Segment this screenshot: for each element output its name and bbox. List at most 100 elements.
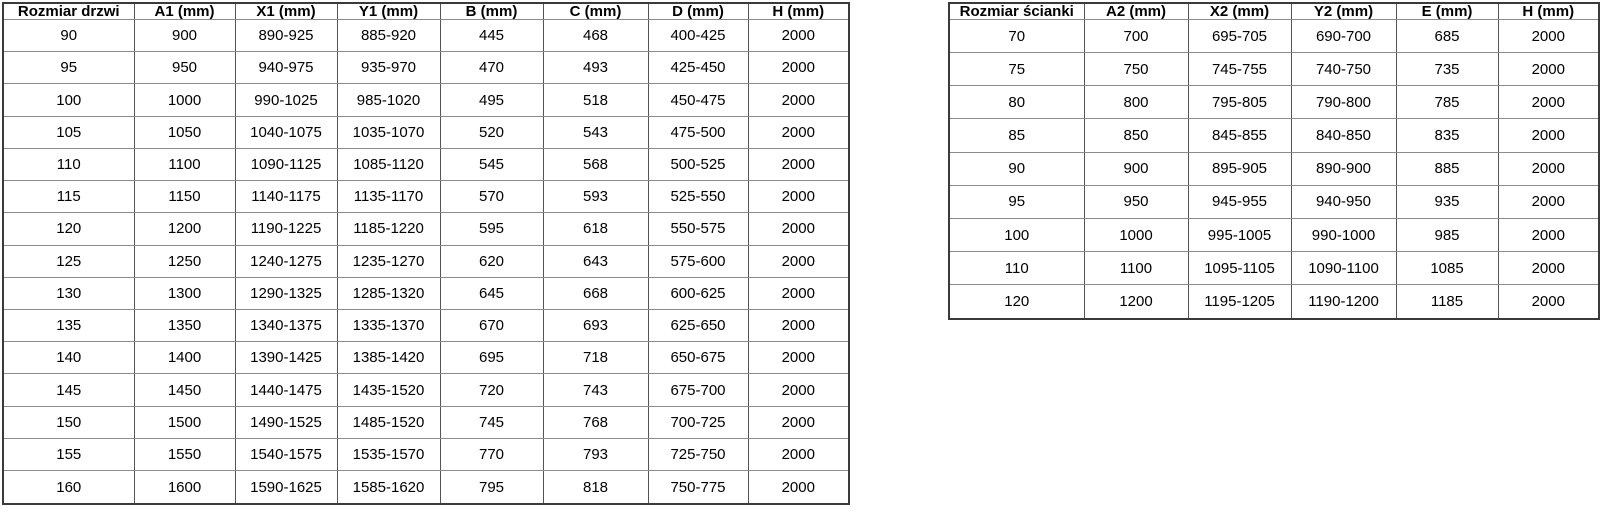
- table-cell: 685: [1395, 18, 1499, 54]
- header-cell: A2 (mm): [1083, 2, 1189, 20]
- table-cell: 95: [2, 51, 135, 85]
- header-cell: X2 (mm): [1187, 2, 1292, 20]
- header-cell: Y2 (mm): [1290, 2, 1397, 20]
- table-cell: 600-625: [647, 276, 749, 310]
- table-cell: 568: [542, 147, 649, 182]
- table-cell: 500-525: [647, 147, 749, 182]
- table-cell: 545: [439, 147, 544, 182]
- table-cell: 75: [948, 52, 1085, 87]
- table-cell: 70: [948, 18, 1085, 54]
- table-cell: 593: [542, 180, 649, 214]
- table-cell: 1185-1220: [336, 212, 441, 246]
- table-cell: 935: [1395, 184, 1499, 219]
- table-cell: 468: [542, 18, 649, 53]
- table-cell: 895-905: [1187, 151, 1292, 186]
- table-cell: 570: [439, 180, 544, 214]
- table-cell: 900: [1083, 151, 1189, 186]
- table-cell: 90: [2, 18, 135, 53]
- table-cell: 745: [439, 405, 544, 439]
- table-cell: 518: [542, 83, 649, 117]
- header-row: Rozmiar ścianki A2 (mm) X2 (mm) Y2 (mm) E (m…: [948, 2, 1600, 20]
- table-cell: 1190-1225: [234, 212, 338, 246]
- table-cell: 650-675: [647, 341, 749, 375]
- table-cell: 110: [2, 147, 135, 182]
- table-cell: 785: [1395, 85, 1499, 120]
- table-cell: 1090-1100: [1290, 251, 1397, 286]
- table-cell: 85: [948, 118, 1085, 153]
- table-cell: 1190-1200: [1290, 284, 1397, 320]
- table-cell: 675-700: [647, 373, 749, 407]
- table-row: 110 1100 1095-1105 1090-1100 1085 2000: [948, 251, 1600, 286]
- table-cell: 850: [1083, 118, 1189, 153]
- table-cell: 550-575: [647, 212, 749, 246]
- table-cell: 2000: [1497, 118, 1600, 153]
- table-cell: 1590-1625: [234, 470, 338, 505]
- header-cell: H (mm): [1497, 2, 1600, 20]
- table-cell: 1490-1525: [234, 405, 338, 439]
- table-cell: 700-725: [647, 405, 749, 439]
- table-cell: 1095-1105: [1187, 251, 1292, 286]
- table-cell: 2000: [747, 308, 850, 343]
- door-sizes-table: Rozmiar drzwi A1 (mm) X1 (mm) Y1 (mm) B (mm)…: [2, 2, 850, 505]
- table-cell: 2000: [1497, 284, 1600, 320]
- table-row: 125 1250 1240-1275 1235-1270 620 643 575-600 20…: [2, 244, 850, 278]
- table-cell: 150: [2, 405, 135, 439]
- table-cell: 145: [2, 373, 135, 407]
- table-cell: 995-1005: [1187, 217, 1292, 253]
- table-cell: 2000: [747, 470, 850, 505]
- table-cell: 120: [948, 284, 1085, 320]
- table-row: 85 850 845-855 840-850 835 2000: [948, 118, 1600, 153]
- table-row: 90 900 890-925 885-920 445 468 400-425 2000: [2, 18, 850, 53]
- header-cell: H (mm): [747, 2, 850, 20]
- table-row: 95 950 945-955 940-950 935 2000: [948, 184, 1600, 219]
- header-row: Rozmiar drzwi A1 (mm) X1 (mm) Y1 (mm) B (mm)…: [2, 2, 850, 20]
- table-cell: 1300: [133, 276, 236, 310]
- table-cell: 1540-1575: [234, 437, 338, 472]
- table-cell: 1195-1205: [1187, 284, 1292, 320]
- table-cell: 745-755: [1187, 52, 1292, 87]
- table-cell: 835: [1395, 118, 1499, 153]
- table-cell: 2000: [747, 276, 850, 310]
- table-cell: 155: [2, 437, 135, 472]
- table-cell: 795-805: [1187, 85, 1292, 120]
- table-cell: 160: [2, 470, 135, 505]
- table-cell: 795: [439, 470, 544, 505]
- table-cell: 575-600: [647, 244, 749, 278]
- table-row: 145 1450 1440-1475 1435-1520 720 743 675-700 20…: [2, 373, 850, 407]
- table-cell: 735: [1395, 52, 1499, 87]
- table-cell: 940-950: [1290, 184, 1397, 219]
- header-cell: C (mm): [542, 2, 649, 20]
- table-cell: 2000: [747, 341, 850, 375]
- table-cell: 470: [439, 51, 544, 85]
- table-cell: 2000: [1497, 251, 1600, 286]
- table-cell: 985: [1395, 217, 1499, 253]
- table-cell: 770: [439, 437, 544, 472]
- table-cell: 90: [948, 151, 1085, 186]
- table-row: 150 1500 1490-1525 1485-1520 745 768 700-725 20…: [2, 405, 850, 439]
- header-cell: B (mm): [439, 2, 544, 20]
- header-cell: Rozmiar ścianki: [948, 2, 1085, 20]
- table-row: 115 1150 1140-1175 1135-1170 570 593 525-550 20…: [2, 180, 850, 214]
- table-cell: 1390-1425: [234, 341, 338, 375]
- table-cell: 725-750: [647, 437, 749, 472]
- table-cell: 95: [948, 184, 1085, 219]
- table-cell: 695-705: [1187, 18, 1292, 54]
- table-cell: 990-1000: [1290, 217, 1397, 253]
- table-cell: 1135-1170: [336, 180, 441, 214]
- table-cell: 693: [542, 308, 649, 343]
- table-cell: 818: [542, 470, 649, 505]
- header-cell: X1 (mm): [234, 2, 338, 20]
- header-cell: Rozmiar drzwi: [2, 2, 135, 20]
- table-cell: 125: [2, 244, 135, 278]
- table-cell: 2000: [747, 405, 850, 439]
- table-cell: 845-855: [1187, 118, 1292, 153]
- table-cell: 885: [1395, 151, 1499, 186]
- table-row: 140 1400 1390-1425 1385-1420 695 718 650-675 20…: [2, 341, 850, 375]
- table-cell: 100: [948, 217, 1085, 253]
- table-cell: 80: [948, 85, 1085, 120]
- table-row: 70 700 695-705 690-700 685 2000: [948, 18, 1600, 54]
- table-cell: 950: [133, 51, 236, 85]
- table-cell: 525-550: [647, 180, 749, 214]
- table-cell: 1040-1075: [234, 115, 338, 149]
- table-cell: 105: [2, 115, 135, 149]
